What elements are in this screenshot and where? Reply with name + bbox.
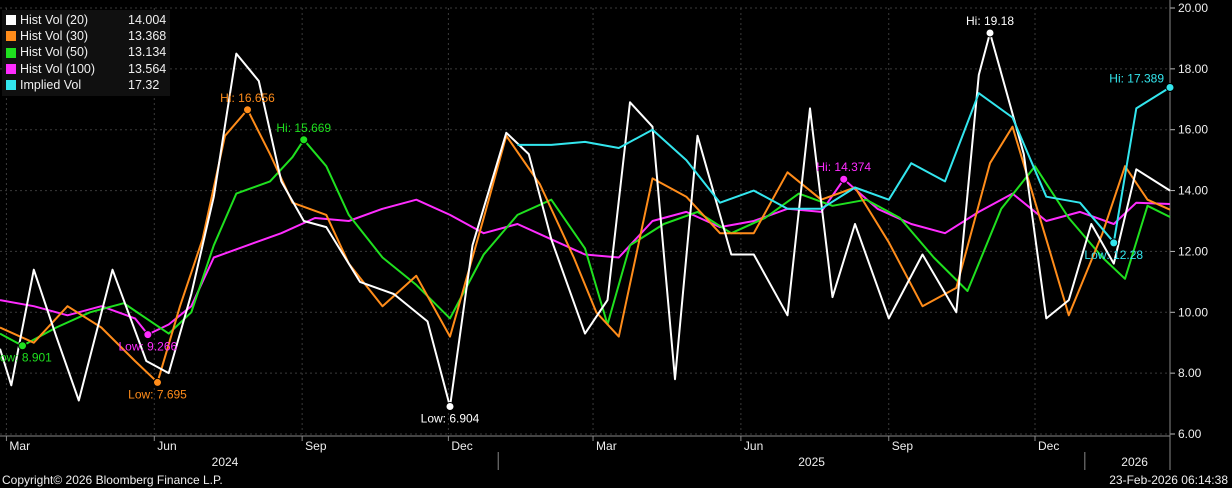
legend-label: Implied Vol: [20, 77, 82, 92]
annotation-label: Hi: 15.669: [276, 121, 331, 135]
legend-value: 14.004: [128, 13, 167, 27]
annotation-label: Hi: 19.18: [966, 14, 1014, 28]
footer: Copyright© 2026 Bloomberg Finance L.P. 2…: [0, 472, 1232, 488]
y-tick-label: 14.00: [1178, 184, 1208, 198]
legend-item-hist-vol-30: Hist Vol (30) 13.368: [6, 28, 166, 44]
legend-value: 13.564: [128, 61, 167, 76]
series-line: [0, 32, 1171, 408]
x-tick-label: Dec: [451, 439, 472, 453]
annotation-label: Hi: 14.374: [816, 160, 871, 174]
annotation-marker: [243, 105, 252, 115]
annotation-marker: [839, 174, 849, 184]
x-tick-label: Dec: [1038, 439, 1059, 453]
series-lines: [0, 32, 1171, 408]
annotation-label: Low: 12.28: [1084, 248, 1143, 262]
legend-swatch: [6, 15, 16, 26]
y-tick-label: 20.00: [1178, 1, 1208, 15]
annotation-marker: [18, 341, 27, 351]
annotation-label: Hi: 16.656: [220, 91, 275, 105]
legend-item-hist-vol-50: Hist Vol (50) 13.134: [6, 44, 166, 60]
legend-swatch: [6, 63, 16, 74]
legend-swatch: [6, 31, 16, 42]
legend-item-hist-vol-100: Hist Vol (100) 13.564: [6, 61, 166, 77]
x-tick-label: Mar: [9, 439, 30, 453]
legend-item-hist-vol-20: Hist Vol (20) 14.004: [6, 12, 166, 28]
y-tick-label: 18.00: [1178, 62, 1208, 76]
annotation-label: Low: 7.695: [128, 387, 187, 401]
y-tick-label: 12.00: [1178, 244, 1208, 258]
legend-label: Hist Vol (50): [20, 45, 89, 60]
annotation-label: Low: 8.901: [0, 351, 52, 365]
x-tick-label: Jun: [744, 439, 763, 453]
annotation-label: Hi: 17.389: [1109, 71, 1164, 85]
y-tick-label: 16.00: [1178, 123, 1208, 137]
legend-swatch: [6, 47, 16, 58]
legend-swatch: [6, 79, 16, 90]
y-tick-label: 10.00: [1178, 305, 1208, 319]
annotation-marker: [985, 28, 995, 38]
x-tick-label: Sep: [305, 439, 327, 453]
x-tick-label: Mar: [596, 439, 617, 453]
x-tick-label: Jun: [157, 439, 176, 453]
legend-value: 13.134: [128, 45, 167, 60]
annotation-marker: [1109, 238, 1119, 248]
legend-item-implied-vol: Implied Vol 17.32: [6, 77, 166, 93]
copyright-text: Copyright© 2026 Bloomberg Finance L.P.: [2, 473, 223, 487]
annotation-marker: [299, 135, 309, 145]
annotation-marker: [153, 377, 162, 387]
y-tick-label: 6.00: [1178, 427, 1202, 441]
volatility-chart: 6.00 8.00 10.00 12.00 14.00 16.00 18.00 20.00 Ma…: [0, 0, 1209, 470]
x-tick-label: Sep: [892, 439, 914, 453]
legend: Hist Vol (20) 14.004 Hist Vol (30) 13.36…: [2, 10, 171, 97]
series-line: [0, 138, 1171, 347]
annotation-marker: [143, 330, 153, 340]
year-label: 2026: [1121, 455, 1148, 469]
annotation-label: Low: 9.266: [118, 340, 177, 354]
legend-label: Hist Vol (20): [20, 13, 89, 27]
legend-label: Hist Vol (100): [20, 61, 96, 76]
timestamp: 23-Feb-2026 06:14:38: [1109, 473, 1228, 487]
series-line: [517, 86, 1171, 244]
legend-value: 13.368: [128, 29, 167, 44]
legend-label: Hist Vol (30): [20, 29, 89, 44]
annotations: Hi: 19.18 Low: 6.904 Hi: 16.656 Low: 7.695 H…: [0, 14, 1175, 425]
y-tick-label: 8.00: [1178, 366, 1202, 380]
annotation-label: Low: 6.904: [421, 411, 480, 425]
year-label: 2024: [212, 455, 239, 469]
annotation-marker: [445, 401, 455, 411]
axes: 6.00 8.00 10.00 12.00 14.00 16.00 18.00 20.00 Ma…: [0, 0, 1208, 470]
year-label: 2025: [798, 455, 825, 469]
legend-value: 17.32: [128, 77, 160, 92]
series-line: [0, 108, 1171, 384]
annotation-marker: [1165, 82, 1175, 92]
